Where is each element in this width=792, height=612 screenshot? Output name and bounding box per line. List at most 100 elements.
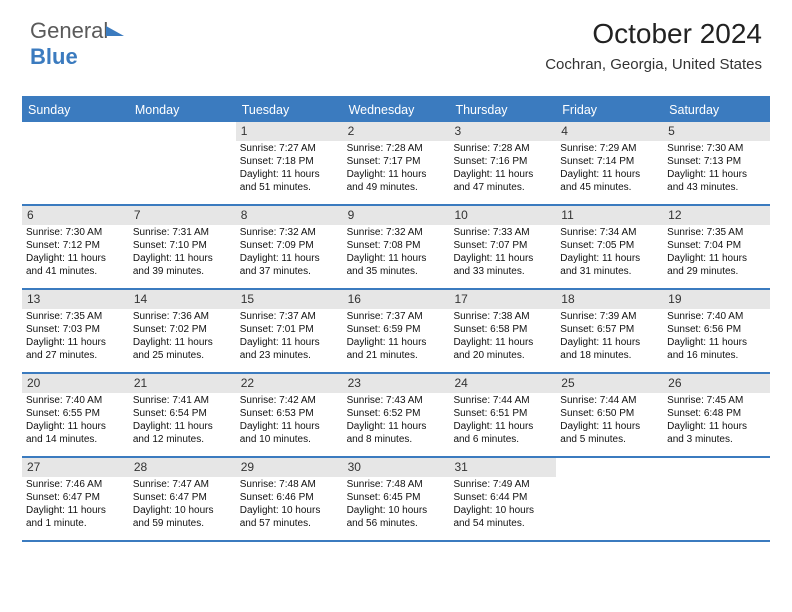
day-number: 16 xyxy=(343,290,450,309)
day-number: 22 xyxy=(236,374,343,393)
page-subtitle: Cochran, Georgia, United States xyxy=(545,56,762,73)
day-number: 14 xyxy=(129,290,236,309)
day-info: Sunrise: 7:29 AMSunset: 7:14 PMDaylight:… xyxy=(556,141,663,198)
calendar-day-cell: 30Sunrise: 7:48 AMSunset: 6:45 PMDayligh… xyxy=(343,458,450,540)
calendar-day-cell: 1Sunrise: 7:27 AMSunset: 7:18 PMDaylight… xyxy=(236,122,343,204)
day-info: Sunrise: 7:35 AMSunset: 7:03 PMDaylight:… xyxy=(22,309,129,366)
calendar-header-row: SundayMondayTuesdayWednesdayThursdayFrid… xyxy=(22,98,770,122)
day-info: Sunrise: 7:32 AMSunset: 7:09 PMDaylight:… xyxy=(236,225,343,282)
day-info: Sunrise: 7:33 AMSunset: 7:07 PMDaylight:… xyxy=(449,225,556,282)
day-number: 29 xyxy=(236,458,343,477)
calendar-week-row: 13Sunrise: 7:35 AMSunset: 7:03 PMDayligh… xyxy=(22,290,770,374)
calendar-day-cell: 12Sunrise: 7:35 AMSunset: 7:04 PMDayligh… xyxy=(663,206,770,288)
calendar-header-cell: Wednesday xyxy=(343,98,450,122)
calendar-day-cell: 24Sunrise: 7:44 AMSunset: 6:51 PMDayligh… xyxy=(449,374,556,456)
day-info: Sunrise: 7:39 AMSunset: 6:57 PMDaylight:… xyxy=(556,309,663,366)
day-number: 19 xyxy=(663,290,770,309)
calendar-day-cell xyxy=(129,122,236,204)
calendar-day-cell: 9Sunrise: 7:32 AMSunset: 7:08 PMDaylight… xyxy=(343,206,450,288)
day-info: Sunrise: 7:30 AMSunset: 7:12 PMDaylight:… xyxy=(22,225,129,282)
calendar-week-row: 1Sunrise: 7:27 AMSunset: 7:18 PMDaylight… xyxy=(22,122,770,206)
day-info: Sunrise: 7:37 AMSunset: 7:01 PMDaylight:… xyxy=(236,309,343,366)
calendar-week-row: 6Sunrise: 7:30 AMSunset: 7:12 PMDaylight… xyxy=(22,206,770,290)
day-info: Sunrise: 7:40 AMSunset: 6:55 PMDaylight:… xyxy=(22,393,129,450)
day-number: 8 xyxy=(236,206,343,225)
calendar-day-cell xyxy=(22,122,129,204)
title-block: October 2024 Cochran, Georgia, United St… xyxy=(545,18,762,73)
day-info: Sunrise: 7:27 AMSunset: 7:18 PMDaylight:… xyxy=(236,141,343,198)
calendar-day-cell: 4Sunrise: 7:29 AMSunset: 7:14 PMDaylight… xyxy=(556,122,663,204)
calendar-day-cell: 29Sunrise: 7:48 AMSunset: 6:46 PMDayligh… xyxy=(236,458,343,540)
day-info: Sunrise: 7:44 AMSunset: 6:50 PMDaylight:… xyxy=(556,393,663,450)
day-info: Sunrise: 7:35 AMSunset: 7:04 PMDaylight:… xyxy=(663,225,770,282)
day-info: Sunrise: 7:46 AMSunset: 6:47 PMDaylight:… xyxy=(22,477,129,534)
calendar: SundayMondayTuesdayWednesdayThursdayFrid… xyxy=(22,96,770,542)
calendar-day-cell: 11Sunrise: 7:34 AMSunset: 7:05 PMDayligh… xyxy=(556,206,663,288)
calendar-week-row: 27Sunrise: 7:46 AMSunset: 6:47 PMDayligh… xyxy=(22,458,770,542)
day-number: 26 xyxy=(663,374,770,393)
day-number: 4 xyxy=(556,122,663,141)
day-number: 13 xyxy=(22,290,129,309)
calendar-day-cell: 22Sunrise: 7:42 AMSunset: 6:53 PMDayligh… xyxy=(236,374,343,456)
calendar-day-cell xyxy=(663,458,770,540)
day-number: 17 xyxy=(449,290,556,309)
day-info: Sunrise: 7:28 AMSunset: 7:16 PMDaylight:… xyxy=(449,141,556,198)
day-number: 10 xyxy=(449,206,556,225)
calendar-day-cell: 25Sunrise: 7:44 AMSunset: 6:50 PMDayligh… xyxy=(556,374,663,456)
day-info: Sunrise: 7:43 AMSunset: 6:52 PMDaylight:… xyxy=(343,393,450,450)
calendar-day-cell: 31Sunrise: 7:49 AMSunset: 6:44 PMDayligh… xyxy=(449,458,556,540)
logo-text-general: General xyxy=(30,18,108,43)
logo-triangle-icon xyxy=(106,26,124,36)
day-info: Sunrise: 7:40 AMSunset: 6:56 PMDaylight:… xyxy=(663,309,770,366)
calendar-day-cell: 17Sunrise: 7:38 AMSunset: 6:58 PMDayligh… xyxy=(449,290,556,372)
calendar-day-cell: 26Sunrise: 7:45 AMSunset: 6:48 PMDayligh… xyxy=(663,374,770,456)
day-number: 28 xyxy=(129,458,236,477)
calendar-day-cell: 23Sunrise: 7:43 AMSunset: 6:52 PMDayligh… xyxy=(343,374,450,456)
logo: General Blue xyxy=(30,18,124,70)
day-number: 20 xyxy=(22,374,129,393)
calendar-day-cell: 13Sunrise: 7:35 AMSunset: 7:03 PMDayligh… xyxy=(22,290,129,372)
day-info: Sunrise: 7:41 AMSunset: 6:54 PMDaylight:… xyxy=(129,393,236,450)
calendar-header-cell: Friday xyxy=(556,98,663,122)
day-info: Sunrise: 7:47 AMSunset: 6:47 PMDaylight:… xyxy=(129,477,236,534)
day-number: 30 xyxy=(343,458,450,477)
calendar-day-cell: 14Sunrise: 7:36 AMSunset: 7:02 PMDayligh… xyxy=(129,290,236,372)
calendar-day-cell: 20Sunrise: 7:40 AMSunset: 6:55 PMDayligh… xyxy=(22,374,129,456)
day-number: 15 xyxy=(236,290,343,309)
day-number: 6 xyxy=(22,206,129,225)
day-info: Sunrise: 7:49 AMSunset: 6:44 PMDaylight:… xyxy=(449,477,556,534)
day-number: 24 xyxy=(449,374,556,393)
calendar-day-cell: 7Sunrise: 7:31 AMSunset: 7:10 PMDaylight… xyxy=(129,206,236,288)
calendar-header-cell: Sunday xyxy=(22,98,129,122)
day-number: 23 xyxy=(343,374,450,393)
day-number: 18 xyxy=(556,290,663,309)
day-info: Sunrise: 7:34 AMSunset: 7:05 PMDaylight:… xyxy=(556,225,663,282)
calendar-day-cell: 10Sunrise: 7:33 AMSunset: 7:07 PMDayligh… xyxy=(449,206,556,288)
calendar-day-cell: 2Sunrise: 7:28 AMSunset: 7:17 PMDaylight… xyxy=(343,122,450,204)
day-number: 2 xyxy=(343,122,450,141)
calendar-header-cell: Saturday xyxy=(663,98,770,122)
day-number: 25 xyxy=(556,374,663,393)
day-number: 21 xyxy=(129,374,236,393)
day-info: Sunrise: 7:48 AMSunset: 6:46 PMDaylight:… xyxy=(236,477,343,534)
day-info: Sunrise: 7:48 AMSunset: 6:45 PMDaylight:… xyxy=(343,477,450,534)
calendar-day-cell: 19Sunrise: 7:40 AMSunset: 6:56 PMDayligh… xyxy=(663,290,770,372)
day-info: Sunrise: 7:38 AMSunset: 6:58 PMDaylight:… xyxy=(449,309,556,366)
calendar-day-cell: 15Sunrise: 7:37 AMSunset: 7:01 PMDayligh… xyxy=(236,290,343,372)
day-number: 5 xyxy=(663,122,770,141)
logo-text-blue: Blue xyxy=(30,44,78,69)
day-number: 3 xyxy=(449,122,556,141)
calendar-day-cell xyxy=(556,458,663,540)
calendar-day-cell: 5Sunrise: 7:30 AMSunset: 7:13 PMDaylight… xyxy=(663,122,770,204)
day-info: Sunrise: 7:30 AMSunset: 7:13 PMDaylight:… xyxy=(663,141,770,198)
day-number: 27 xyxy=(22,458,129,477)
day-info: Sunrise: 7:28 AMSunset: 7:17 PMDaylight:… xyxy=(343,141,450,198)
day-info: Sunrise: 7:37 AMSunset: 6:59 PMDaylight:… xyxy=(343,309,450,366)
page-title: October 2024 xyxy=(545,18,762,50)
calendar-header-cell: Thursday xyxy=(449,98,556,122)
calendar-header-cell: Monday xyxy=(129,98,236,122)
calendar-day-cell: 8Sunrise: 7:32 AMSunset: 7:09 PMDaylight… xyxy=(236,206,343,288)
calendar-day-cell: 27Sunrise: 7:46 AMSunset: 6:47 PMDayligh… xyxy=(22,458,129,540)
calendar-day-cell: 18Sunrise: 7:39 AMSunset: 6:57 PMDayligh… xyxy=(556,290,663,372)
day-number: 11 xyxy=(556,206,663,225)
